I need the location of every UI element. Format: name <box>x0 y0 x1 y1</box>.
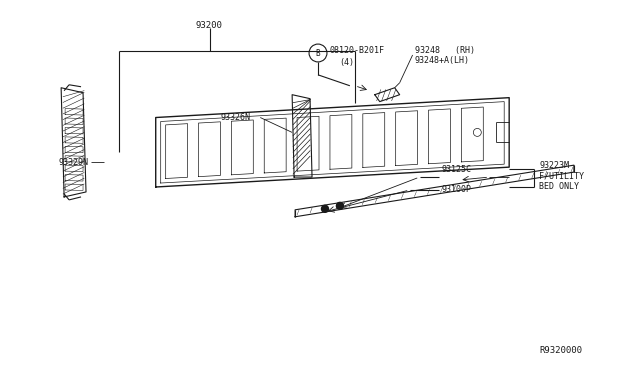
Text: B: B <box>316 48 321 58</box>
Text: BED ONLY: BED ONLY <box>539 183 579 192</box>
Text: 93223M: 93223M <box>539 161 569 170</box>
Text: 93248+A(LH): 93248+A(LH) <box>415 57 470 65</box>
Text: (4): (4) <box>339 58 354 67</box>
Text: 93125C: 93125C <box>442 165 472 174</box>
Text: 93100P: 93100P <box>442 186 472 195</box>
Circle shape <box>337 202 344 209</box>
Text: 93329N: 93329N <box>58 158 88 167</box>
Text: F/UTILITY: F/UTILITY <box>539 171 584 180</box>
Text: 93200: 93200 <box>196 21 223 30</box>
Circle shape <box>321 205 328 212</box>
Text: 93248   (RH): 93248 (RH) <box>415 45 475 55</box>
Text: 08120-B201F: 08120-B201F <box>330 45 385 55</box>
Text: R9320000: R9320000 <box>539 346 582 355</box>
Text: 93326N: 93326N <box>220 113 250 122</box>
